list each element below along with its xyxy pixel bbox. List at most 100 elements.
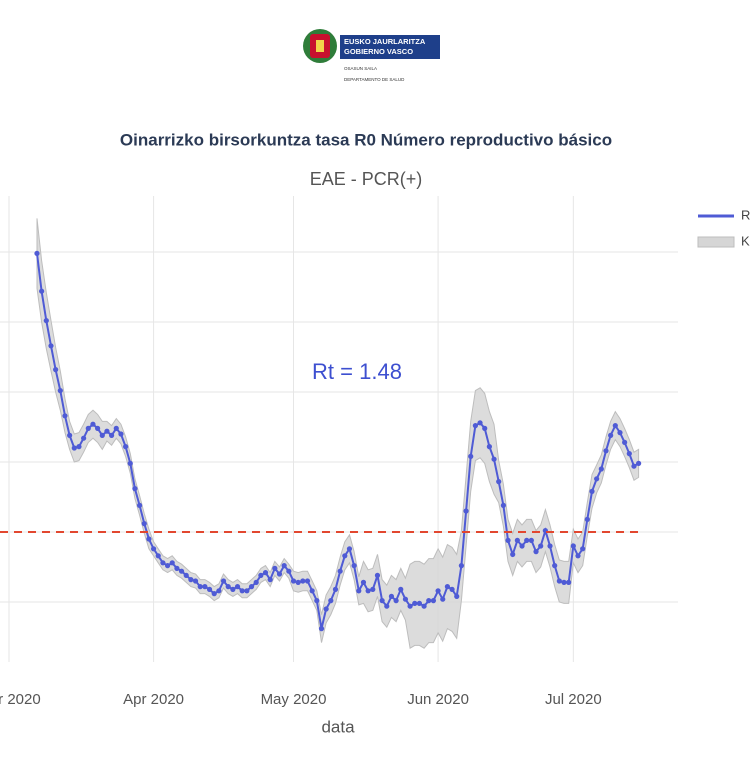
data-point bbox=[430, 598, 437, 604]
data-point bbox=[253, 579, 259, 586]
data-point bbox=[95, 425, 101, 431]
data-point bbox=[356, 588, 362, 594]
data-point bbox=[57, 388, 63, 394]
data-point bbox=[192, 578, 199, 584]
logo-text: GOBIERNO VASCO bbox=[344, 47, 413, 56]
data-point bbox=[122, 444, 129, 450]
data-point bbox=[617, 430, 623, 436]
data-point bbox=[547, 543, 553, 549]
data-point bbox=[500, 502, 506, 508]
data-point bbox=[169, 560, 175, 566]
data-point bbox=[514, 537, 520, 544]
data-point bbox=[388, 593, 395, 600]
data-point bbox=[477, 420, 483, 426]
data-point bbox=[99, 432, 105, 438]
data-point bbox=[309, 588, 315, 594]
data-point bbox=[286, 568, 292, 574]
data-point bbox=[608, 432, 614, 438]
data-point bbox=[150, 546, 157, 552]
x-tick-label: Mar 2020 bbox=[0, 691, 41, 708]
data-point bbox=[622, 439, 628, 445]
data-point bbox=[379, 598, 385, 604]
data-point bbox=[43, 318, 49, 324]
data-point bbox=[174, 565, 180, 572]
data-point bbox=[491, 456, 497, 462]
data-point bbox=[216, 588, 222, 594]
data-point bbox=[342, 553, 348, 559]
data-point bbox=[598, 466, 604, 472]
data-point bbox=[594, 476, 600, 482]
data-point bbox=[234, 584, 241, 590]
data-point bbox=[81, 435, 87, 441]
logo-text: DEPARTAMENTO DE SALUD bbox=[344, 77, 405, 82]
data-point bbox=[454, 593, 460, 600]
data-point bbox=[482, 425, 488, 431]
data-point bbox=[496, 479, 502, 485]
data-point bbox=[566, 579, 572, 586]
data-point bbox=[468, 453, 474, 459]
data-point bbox=[626, 451, 632, 457]
data-point bbox=[85, 425, 91, 431]
data-point bbox=[230, 586, 236, 593]
data-point bbox=[580, 546, 586, 552]
logo-shield-inner bbox=[316, 40, 324, 52]
data-point bbox=[71, 445, 77, 451]
data-point bbox=[472, 423, 478, 429]
data-point bbox=[556, 578, 562, 584]
data-point bbox=[239, 588, 245, 594]
series-line bbox=[36, 253, 640, 629]
data-point bbox=[132, 486, 138, 492]
chart-title: Oinarrizko birsorkuntza tasa R0 Número r… bbox=[120, 130, 612, 149]
data-point bbox=[328, 598, 334, 604]
confidence-band bbox=[36, 218, 640, 650]
data-point bbox=[444, 584, 451, 590]
data-point bbox=[34, 250, 40, 256]
data-point bbox=[281, 563, 287, 569]
data-point bbox=[178, 568, 185, 574]
data-point bbox=[164, 563, 171, 569]
legend-label: R bbox=[741, 207, 750, 222]
data-point bbox=[62, 413, 68, 419]
data-point bbox=[575, 553, 581, 559]
annotation: Rt = 1.48 bbox=[312, 359, 402, 384]
data-point bbox=[318, 626, 325, 632]
data-point bbox=[323, 606, 329, 612]
data-point bbox=[337, 568, 343, 574]
grid bbox=[0, 196, 678, 662]
data-point bbox=[202, 584, 208, 590]
data-point bbox=[631, 463, 637, 469]
data-point bbox=[258, 572, 264, 579]
x-tick-label: Jul 2020 bbox=[545, 691, 602, 708]
data-point bbox=[304, 578, 311, 584]
data-point bbox=[118, 431, 124, 437]
legend-label: K bbox=[741, 233, 750, 248]
data-point bbox=[244, 588, 250, 594]
x-tick-label: Apr 2020 bbox=[123, 691, 184, 708]
data-point bbox=[570, 543, 576, 549]
data-point bbox=[402, 596, 409, 602]
data-point bbox=[486, 444, 492, 450]
x-axis-label: data bbox=[321, 717, 355, 736]
data-point bbox=[384, 603, 390, 609]
data-point bbox=[370, 586, 376, 593]
data-point bbox=[346, 546, 353, 552]
logo-box bbox=[340, 35, 440, 59]
data-point bbox=[113, 425, 119, 431]
data-point bbox=[220, 578, 227, 584]
data-point bbox=[300, 578, 306, 584]
logo-text: OSASUN SAILA bbox=[344, 66, 377, 71]
data-point bbox=[197, 584, 203, 590]
data-point bbox=[524, 537, 530, 544]
data-point bbox=[552, 563, 558, 569]
data-point bbox=[160, 560, 166, 566]
data-point bbox=[248, 584, 255, 590]
data-point bbox=[332, 586, 339, 593]
x-tick-label: Jun 2020 bbox=[407, 691, 469, 708]
data-point bbox=[104, 428, 110, 434]
data-point bbox=[412, 600, 418, 607]
data-point bbox=[584, 516, 590, 523]
data-point bbox=[519, 543, 525, 549]
data-point bbox=[146, 536, 152, 542]
data-point bbox=[421, 603, 427, 609]
